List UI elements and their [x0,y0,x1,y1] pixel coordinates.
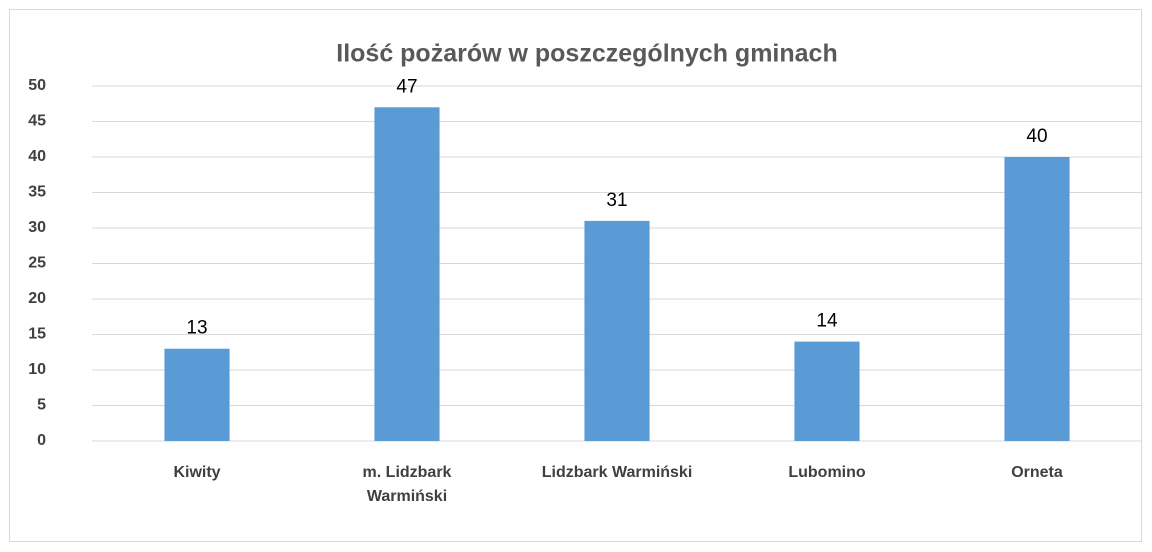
y-tick-label: 0 [37,432,46,449]
bar [164,348,230,441]
data-label: 31 [606,190,627,211]
x-tick-label: Orneta [1011,464,1063,481]
x-tick-label: Lidzbark Warmiński [541,464,693,481]
x-tick-label: Kiwity [173,464,221,481]
chart-border [9,9,1142,542]
x-tick-label: m. Lidzbark Warmiński [362,464,452,505]
y-tick-label: 40 [28,148,46,165]
data-label: 47 [396,76,417,97]
bar [374,107,440,442]
y-tick-label: 50 [28,77,46,94]
data-label: 13 [186,318,207,339]
data-label: 40 [1026,126,1047,147]
data-label: 14 [816,311,838,332]
y-tick-label: 10 [28,361,46,378]
bar [1004,157,1070,441]
y-tick-label: 20 [28,290,46,307]
bar [584,220,650,441]
y-tick-label: 25 [28,255,46,272]
chart-title: Ilość pożarów w poszczególnych gminach [336,40,837,68]
y-tick-label: 35 [28,184,46,201]
y-tick-label: 30 [28,219,46,236]
bar [794,341,860,441]
y-tick-label: 5 [37,397,46,414]
y-tick-label: 15 [28,326,46,343]
y-tick-label: 45 [28,113,46,130]
x-tick-label: Lubomino [788,464,866,481]
